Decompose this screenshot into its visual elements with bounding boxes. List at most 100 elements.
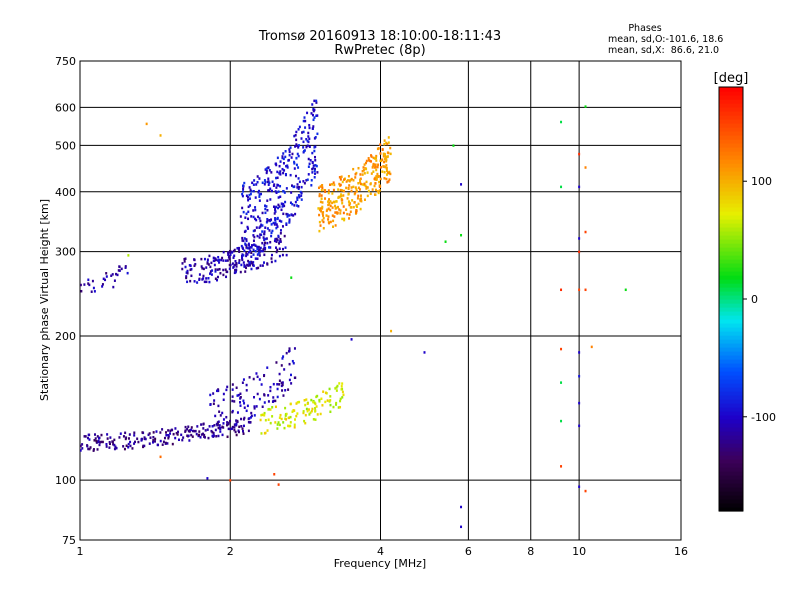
data-point <box>302 411 305 415</box>
data-point <box>312 166 315 170</box>
data-point <box>181 438 184 442</box>
data-point <box>444 240 447 243</box>
data-point <box>339 178 342 181</box>
data-point <box>250 246 253 249</box>
colorbar-step <box>719 159 743 164</box>
data-point <box>218 424 221 427</box>
data-point <box>288 378 291 382</box>
data-point <box>304 403 307 407</box>
data-point <box>328 387 331 391</box>
data-point <box>295 163 298 167</box>
data-point <box>314 406 317 410</box>
data-point <box>98 436 101 440</box>
data-point <box>312 400 315 404</box>
data-point <box>309 159 312 162</box>
data-point <box>343 178 346 181</box>
data-point <box>288 153 291 157</box>
data-point <box>281 156 284 160</box>
data-point <box>291 152 294 156</box>
data-point <box>317 207 320 210</box>
data-point <box>624 288 627 292</box>
data-point <box>274 218 277 222</box>
data-point <box>302 140 305 144</box>
data-point <box>253 179 256 182</box>
colorbar-step <box>719 99 743 104</box>
data-point <box>81 443 84 446</box>
data-point <box>129 444 132 448</box>
data-point <box>307 157 310 161</box>
data-point <box>578 374 581 378</box>
data-point <box>87 278 90 282</box>
data-point <box>281 155 284 158</box>
data-point <box>288 150 291 154</box>
data-point <box>200 257 203 261</box>
data-point <box>296 412 299 415</box>
data-point <box>216 275 219 279</box>
data-point <box>349 178 352 182</box>
data-point <box>312 164 315 167</box>
data-point <box>373 163 376 166</box>
colorbar-step <box>719 359 743 364</box>
data-point <box>367 189 370 193</box>
data-point <box>204 429 207 432</box>
data-point <box>203 436 206 439</box>
data-point <box>352 205 355 209</box>
data-point <box>305 407 308 411</box>
data-point <box>265 205 268 208</box>
data-point <box>387 151 390 155</box>
data-point <box>584 288 587 292</box>
data-point <box>305 145 308 149</box>
data-point <box>295 414 298 418</box>
data-point <box>276 427 279 430</box>
colorbar-step <box>719 219 743 224</box>
data-point <box>285 253 288 257</box>
data-point <box>207 276 210 280</box>
data-point <box>266 263 269 266</box>
data-point <box>383 177 386 180</box>
data-point <box>129 440 132 444</box>
data-point <box>278 242 281 245</box>
scatter-points <box>80 99 627 529</box>
data-point <box>296 183 299 186</box>
colorbar-step <box>719 347 743 352</box>
data-point <box>260 223 263 227</box>
data-point <box>227 427 230 431</box>
data-point <box>374 182 377 185</box>
data-point <box>80 449 82 452</box>
y-tick-label: 400 <box>55 186 76 199</box>
data-point <box>297 205 300 208</box>
colorbar-step <box>719 207 743 212</box>
data-point <box>260 413 263 417</box>
data-point <box>372 170 375 173</box>
data-point <box>205 277 208 280</box>
data-point <box>293 162 296 165</box>
data-point <box>342 205 345 208</box>
colorbar-step <box>719 203 743 208</box>
data-point <box>352 179 355 182</box>
data-point <box>328 221 331 225</box>
data-point <box>294 200 297 204</box>
data-point <box>335 386 338 389</box>
data-point <box>367 157 370 160</box>
data-point <box>137 440 140 444</box>
data-point <box>265 167 268 170</box>
data-point <box>248 376 251 379</box>
data-point <box>302 130 305 134</box>
data-point <box>319 200 322 204</box>
data-point <box>248 193 251 197</box>
data-point <box>355 211 358 214</box>
phases-x-mode: mean, sd,X: 86.6, 21.0 <box>608 45 719 56</box>
data-point <box>242 190 245 193</box>
data-point <box>327 203 330 207</box>
data-point <box>177 438 180 442</box>
data-point <box>313 146 316 149</box>
data-point <box>276 216 279 220</box>
data-point <box>281 383 284 387</box>
data-point <box>274 221 277 224</box>
data-point <box>163 436 166 440</box>
data-point <box>199 436 202 439</box>
colorbar-step <box>719 239 743 244</box>
data-point <box>249 188 252 192</box>
colorbar-step <box>719 475 743 480</box>
colorbar-step <box>719 231 743 236</box>
